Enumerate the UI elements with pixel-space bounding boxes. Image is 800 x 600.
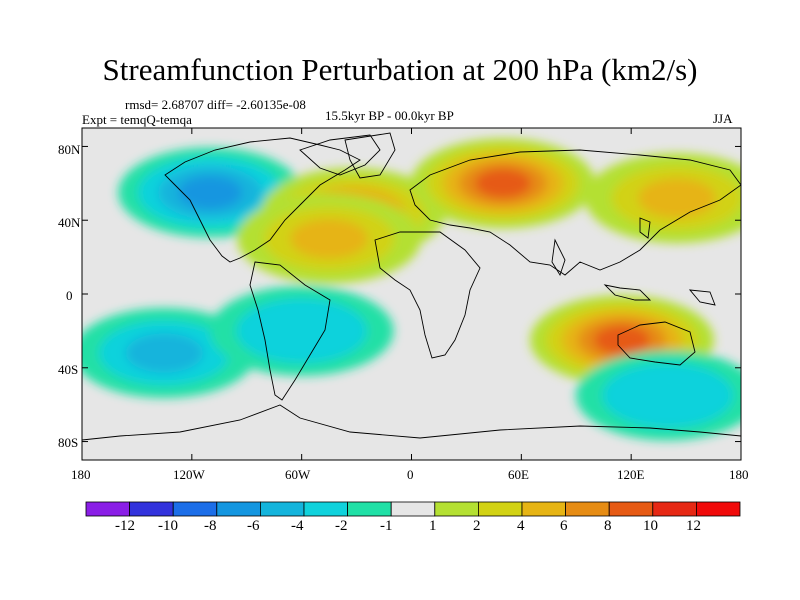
x-tick-120w: 120W: [173, 467, 205, 482]
field-contour-band: [178, 176, 243, 210]
field-contour-band: [594, 325, 651, 355]
x-tick-60w: 60W: [285, 467, 311, 482]
coastlines: [82, 132, 741, 441]
experiment-label: Expt = temqQ-temqa: [82, 112, 192, 127]
axis-ticks: [81, 128, 742, 460]
colorbar-swatch: [565, 501, 610, 517]
colorbar-swatch: [129, 501, 174, 517]
x-tick-180w: 180: [71, 467, 91, 482]
colorbar-swatch: [216, 501, 261, 517]
period-label: 15.5kyr BP - 00.0kyr BP: [325, 108, 454, 123]
colorbar-swatch: [390, 501, 436, 517]
y-tick-0: 0: [66, 288, 73, 303]
colorbar-swatch: [172, 501, 218, 517]
season-label: JJA: [713, 111, 733, 126]
field-contour-band: [125, 333, 204, 373]
colorbar-label: -1: [380, 518, 393, 534]
colorbar-label: -12: [115, 518, 135, 534]
y-tick-80s: 80S: [58, 435, 79, 450]
colorbar-swatch: [303, 501, 348, 517]
colorbar-label: 4: [517, 518, 525, 534]
y-tick-80n: 80N: [58, 142, 81, 157]
y-tick-40s: 40S: [58, 362, 79, 377]
colorbar-label: 1: [429, 518, 437, 534]
field-contour-band: [629, 375, 707, 416]
colorbar: [85, 501, 741, 517]
colorbar-label: 2: [473, 518, 481, 534]
x-tick-120e: 120E: [617, 467, 645, 482]
colorbar-swatch: [85, 501, 130, 517]
colorbar-label: -4: [291, 518, 304, 534]
colorbar-label: 8: [604, 518, 612, 534]
colorbar-swatch: [652, 501, 697, 517]
field-contour-band: [475, 168, 532, 198]
colorbar-swatch: [521, 501, 566, 517]
rmsd-label: rmsd= 2.68707 diff= -2.60135e-08: [125, 97, 306, 112]
chart-title: Streamfunction Perturbation at 200 hPa (…: [102, 52, 698, 87]
colorbar-label: -2: [335, 518, 348, 534]
field-contour-band: [290, 219, 368, 259]
colorbar-swatch: [347, 501, 392, 517]
colorbar-swatch: [434, 501, 479, 517]
colorbar-label: 6: [560, 518, 568, 534]
colorbar-label: -10: [158, 518, 178, 534]
x-tick-0: 0: [407, 467, 414, 482]
colorbar-label: -8: [204, 518, 217, 534]
colorbar-label: 12: [686, 518, 701, 534]
field-contour-band: [263, 311, 341, 351]
y-tick-40n: 40N: [58, 215, 81, 230]
field-contours: [82, 138, 741, 441]
colorbar-label: -6: [247, 518, 260, 534]
field-contour-band: [638, 178, 716, 218]
colorbar-swatch: [477, 501, 523, 517]
colorbar-swatch: [696, 501, 741, 517]
colorbar-swatch: [259, 501, 305, 517]
colorbar-label: 10: [643, 518, 658, 534]
x-tick-60e: 60E: [508, 467, 529, 482]
x-tick-180e: 180: [729, 467, 749, 482]
colorbar-swatch: [608, 501, 654, 517]
